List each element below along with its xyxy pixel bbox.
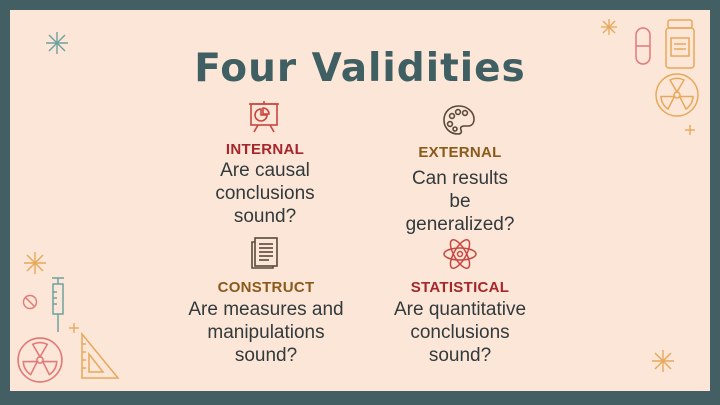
plus-icon <box>685 125 695 135</box>
external-validity: EXTERNAL Can results be generalized? <box>385 144 535 236</box>
internal-description: Are causal conclusions sound? <box>215 160 315 227</box>
slide: Four Validities INTERNAL Are causal conc… <box>10 10 710 391</box>
sparkle-icon <box>601 19 617 35</box>
construct-validity: CONSTRUCT Are measures and manipulations… <box>180 279 352 367</box>
prohibited-icon <box>22 294 38 310</box>
palette-icon <box>443 105 475 135</box>
radiation-icon <box>655 73 699 117</box>
internal-label: INTERNAL <box>225 141 305 158</box>
presentation-chart-icon <box>249 101 279 133</box>
sparkle-icon <box>46 32 68 54</box>
construct-label: CONSTRUCT <box>217 279 315 296</box>
plus-icon <box>69 323 79 333</box>
external-label: EXTERNAL <box>418 144 502 161</box>
capsule-icon <box>635 27 651 65</box>
external-description: Can results be generalized? <box>405 168 515 235</box>
radiation-icon <box>17 337 63 383</box>
statistical-validity: STATISTICAL Are quantitative conclusions… <box>385 279 535 367</box>
document-icon <box>251 237 278 269</box>
atom-icon <box>443 239 477 269</box>
statistical-label: STATISTICAL <box>410 279 510 296</box>
slide-title: Four Validities <box>194 46 526 91</box>
sparkle-icon <box>24 252 46 274</box>
sparkle-icon <box>652 350 674 372</box>
statistical-description: Are quantitative conclusions sound? <box>393 299 527 366</box>
construct-description: Are measures and manipulations sound? <box>188 299 344 366</box>
syringe-icon <box>52 277 64 332</box>
medicine-jar-icon <box>665 19 695 69</box>
set-square-icon <box>81 332 120 379</box>
internal-validity: INTERNAL Are causal conclusions sound? <box>190 141 340 228</box>
